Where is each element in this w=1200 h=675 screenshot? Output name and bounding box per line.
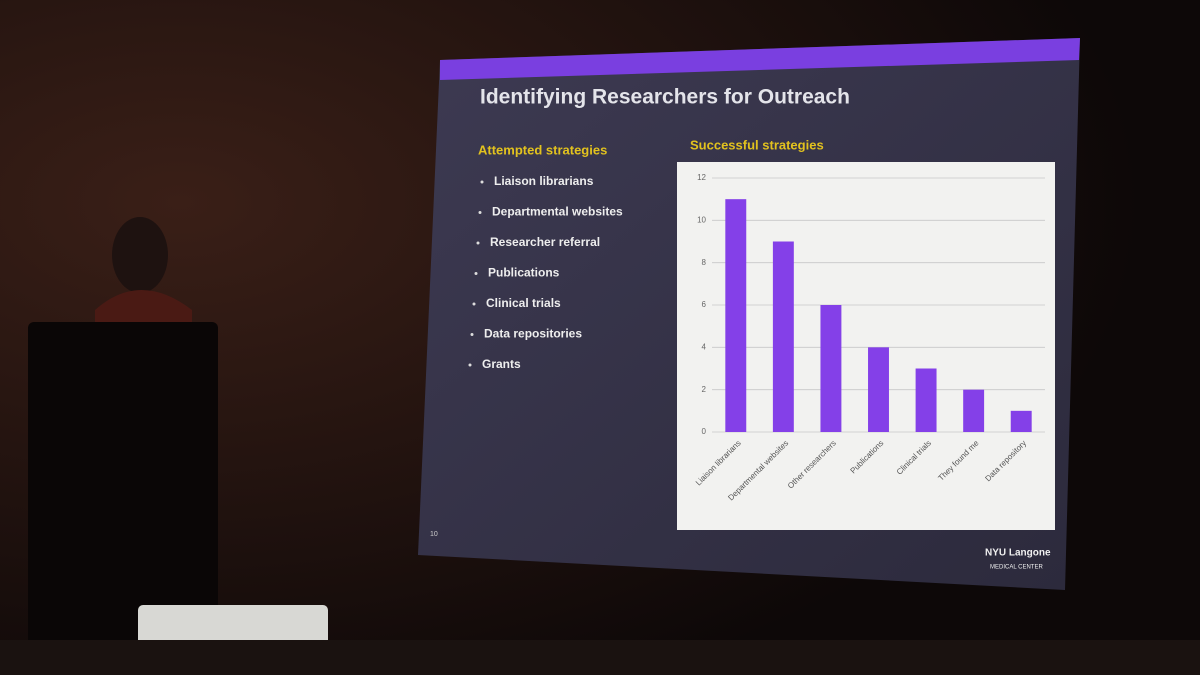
bullet-text: Liaison librarians	[494, 174, 594, 188]
bar	[915, 368, 937, 432]
bullet-text: Grants	[482, 357, 521, 371]
bullet-dot	[480, 180, 484, 184]
bullet-dot	[474, 272, 478, 275]
slide-bar	[440, 38, 1080, 80]
bullet-text: Publications	[488, 266, 560, 280]
page-number: 10	[430, 531, 438, 538]
bullet-list: Liaison librarians Departmental websites R…	[468, 174, 623, 371]
bullet-text: Departmental websites	[492, 205, 623, 219]
bullet-dot	[476, 241, 480, 245]
speaker	[112, 217, 168, 293]
bullet-dot	[470, 333, 474, 336]
y-tick-label: 4	[702, 342, 707, 351]
bullet-text: Researcher referral	[490, 235, 600, 249]
right-heading: Successful strategies	[690, 137, 824, 152]
logo-name: NYU Langone	[985, 548, 1051, 559]
bullet-dot	[472, 302, 476, 306]
bar	[725, 199, 747, 432]
bar	[1010, 410, 1032, 432]
bullet-text: Clinical trials	[486, 296, 561, 310]
y-tick-label: 2	[702, 385, 707, 394]
podium	[28, 322, 218, 675]
y-tick-label: 10	[697, 215, 706, 224]
y-tick-label: 0	[702, 427, 707, 436]
bar	[772, 241, 794, 432]
logo-sub: MEDICAL CENTER	[990, 565, 1043, 571]
chairs	[0, 640, 1200, 675]
slide-title: Identifying Researchers for Outreach	[480, 86, 850, 109]
bar	[820, 305, 842, 432]
bullet-dot	[478, 211, 482, 214]
speaker-body	[95, 290, 192, 322]
bar	[963, 389, 985, 432]
y-tick-label: 12	[697, 173, 706, 182]
bar	[868, 347, 889, 432]
bullet-text: Data repositories	[484, 327, 582, 341]
left-heading: Attempted strategies	[478, 142, 607, 157]
y-tick-label: 8	[702, 258, 707, 267]
y-tick-label: 6	[702, 300, 707, 309]
bullet-dot	[468, 363, 472, 367]
projector	[138, 605, 328, 650]
